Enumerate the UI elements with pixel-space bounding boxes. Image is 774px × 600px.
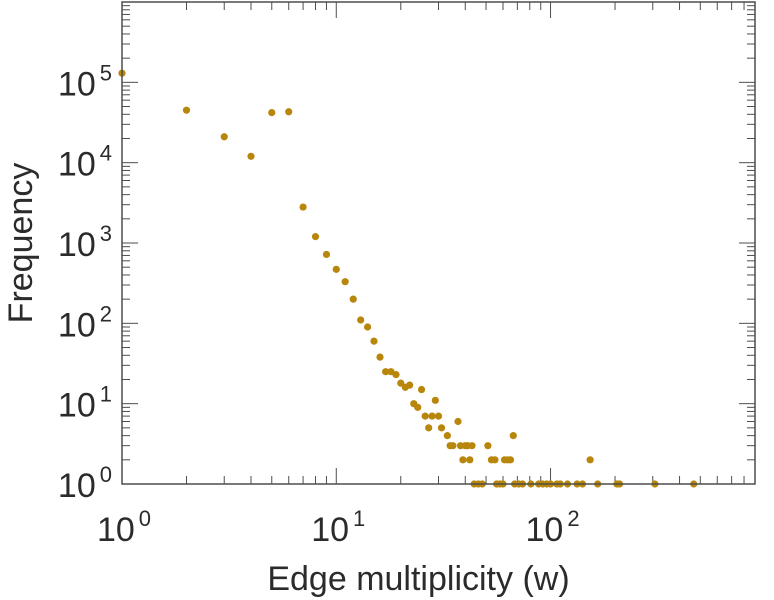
data-point [509,432,517,440]
data-point [506,456,515,464]
tick-label-exponent: 2 [100,301,112,326]
data-point [421,412,429,420]
y-tick-label: 10 2 [58,301,112,344]
data-point [484,442,492,450]
data-point [382,368,390,376]
x-tick-labels: 10 0 10 1 10 2 [97,506,580,549]
tick-label-base: 10 [58,146,96,184]
y-tick-label: 10 3 [58,221,112,264]
data-point [459,456,467,464]
data-point [454,417,462,426]
data-point [437,424,446,432]
y-tick-label: 10 4 [58,141,112,184]
data-point [392,371,400,379]
tick-label-base: 10 [311,511,349,549]
data-point [443,432,451,440]
y-tick-label: 10 5 [58,60,112,103]
y-tick-label: 10 0 [58,462,112,505]
data-point [285,108,293,116]
x-tick-label: 10 0 [97,506,151,549]
data-point [586,456,594,464]
data-point [357,316,365,324]
data-point [428,412,436,420]
data-point [268,108,276,117]
tick-label-exponent: 1 [100,382,112,407]
x-axis-title: Edge multiplicity (w) [267,560,569,598]
tick-label-base: 10 [525,511,563,549]
data-points [118,69,698,488]
tick-label-base: 10 [58,65,96,103]
data-point [247,152,255,160]
data-point [220,133,228,141]
tick-label-exponent: 5 [100,60,112,85]
data-point [468,442,476,450]
data-point [299,203,307,211]
data-point [425,424,433,432]
y-axis-title: Frequency [2,163,40,324]
data-point [491,456,499,464]
data-point [466,456,474,464]
data-point [311,233,320,241]
tick-label-base: 10 [58,467,96,505]
data-point [449,442,457,450]
data-point [322,250,331,259]
x-tick-label: 10 2 [525,506,579,549]
y-tick-label: 10 1 [58,382,112,425]
data-point [363,323,372,331]
tick-label-exponent: 3 [100,221,112,246]
x-tick-label: 10 1 [311,506,365,549]
tick-label-exponent: 1 [353,506,365,531]
data-point [431,396,439,404]
data-point [349,295,357,303]
tick-label-base: 10 [58,387,96,425]
data-point [370,337,378,345]
data-point [417,385,426,394]
data-point [182,106,191,114]
major-ticks [121,1,755,485]
tick-label-base: 10 [58,226,96,264]
data-point [434,412,443,420]
data-point [332,265,340,273]
tick-label-exponent: 0 [139,506,151,531]
data-point [341,278,349,286]
tick-label-base: 10 [58,306,96,344]
data-point [376,353,384,361]
data-point [406,381,414,389]
tick-label-exponent: 0 [100,462,112,487]
tick-label-base: 10 [97,511,135,549]
tick-label-exponent: 4 [100,141,112,166]
tick-label-exponent: 2 [567,506,579,531]
plot-frame [121,1,756,485]
data-point [414,403,422,411]
minor-ticks [122,2,756,484]
